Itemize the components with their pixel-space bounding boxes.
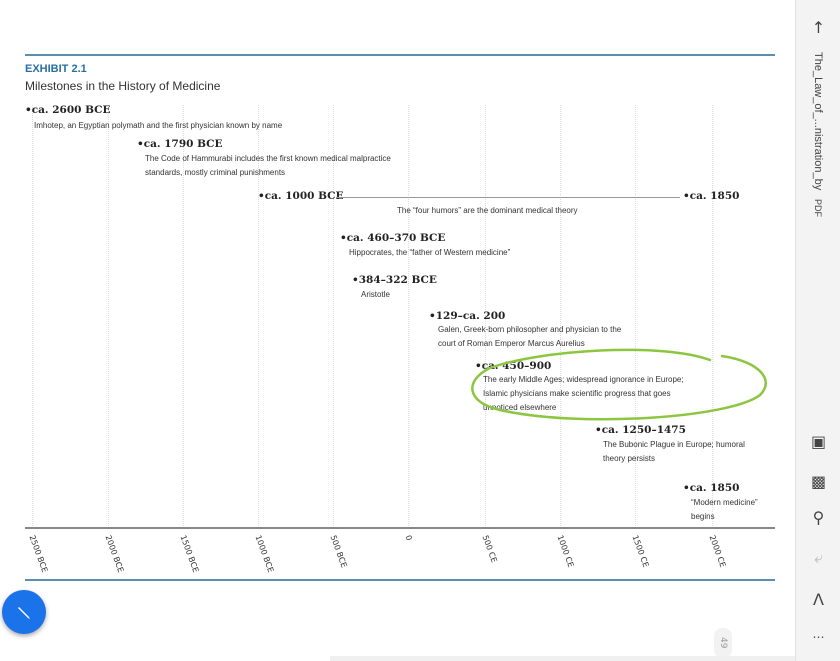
exhibit-title: Milestones in the History of Medicine [25,79,221,93]
axis-tick-label: 2000 BCE [103,534,126,574]
event-desc: The Code of Hammurabi includes the first… [145,154,391,177]
axis-tick-label: 1500 BCE [178,534,201,574]
timeline-axis [25,527,775,529]
file-title: The_Law_of_...nistration_by PDF [812,52,824,217]
event-date: ca. 1000 BCE [258,190,344,202]
axis-tick-label: 1000 BCE [253,534,276,574]
axis-tick-label: 0 [403,534,414,542]
axis-tick-label: 1000 CE [555,534,576,569]
axis-tick-label: 500 CE [480,534,499,564]
page-edge [330,656,795,661]
share-icon[interactable]: ⤶ [814,548,823,567]
axis-tick-label: 2500 BCE [27,534,50,574]
gridline [560,105,561,528]
back-arrow-icon[interactable]: ↑ [811,18,826,37]
event-date: 129–ca. 200 [429,310,506,322]
gridline [712,105,713,528]
gridline [183,105,184,528]
bottom-rule [25,579,775,581]
draw-button[interactable] [2,590,46,634]
event-date: ca. 2600 BCE [25,104,111,116]
gridline [408,105,409,528]
event-date: ca. 1850 [683,482,740,494]
event-desc: Hippocrates, the “father of Western medi… [349,248,511,257]
exhibit-label: EXHIBIT 2.1 [25,63,87,75]
event-desc: The “four humors” are the dominant medic… [397,206,578,215]
axis-tick-label: 500 BCE [328,534,349,569]
event-desc: Galen, Greek-born philosopher and physic… [438,325,622,348]
viewer-sidebar: ↑ ▣ ▩ ⚲ ⤶ Λ ⋯ [795,0,840,661]
more-icon[interactable]: ⋯ [812,630,825,644]
event-desc: Aristotle [361,290,390,299]
pen-icon [18,607,30,619]
event-desc: The early Middle Ages; widespread ignora… [483,375,684,412]
event-date: ca. 1790 BCE [137,138,223,150]
event-date: ca. 1250–1475 [595,424,686,436]
event-desc: The Bubonic Plague in Europe; humoral th… [603,440,745,463]
file-name: The_Law_of_...nistration_by [812,52,824,191]
gridline [258,105,259,528]
file-type: PDF [813,199,823,218]
period-line [336,197,680,198]
axis-tick-label: 2000 CE [707,534,728,569]
read-aloud-icon[interactable]: Λ [813,590,824,609]
event-date: 384–322 BCE [352,274,437,286]
event-end-date: ca. 1850 [683,190,740,202]
event-date: ca. 450–900 [475,360,552,372]
top-rule [25,54,775,56]
gridline [108,105,109,528]
event-desc: “Modern medicine” begins [691,498,758,521]
ink-annotation-circle[interactable] [460,340,780,430]
gridline [635,105,636,528]
page-number: 49 [714,628,732,658]
reading-mode-icon[interactable]: ▣ [810,432,827,451]
find-icon[interactable]: ⚲ [812,508,825,527]
event-date: ca. 460–370 BCE [340,232,446,244]
gridline [333,105,334,528]
page-layout-icon[interactable]: ▩ [810,472,827,491]
event-desc: Imhotep, an Egyptian polymath and the fi… [34,121,283,130]
axis-tick-label: 1500 CE [630,534,651,569]
gridline [32,105,33,528]
